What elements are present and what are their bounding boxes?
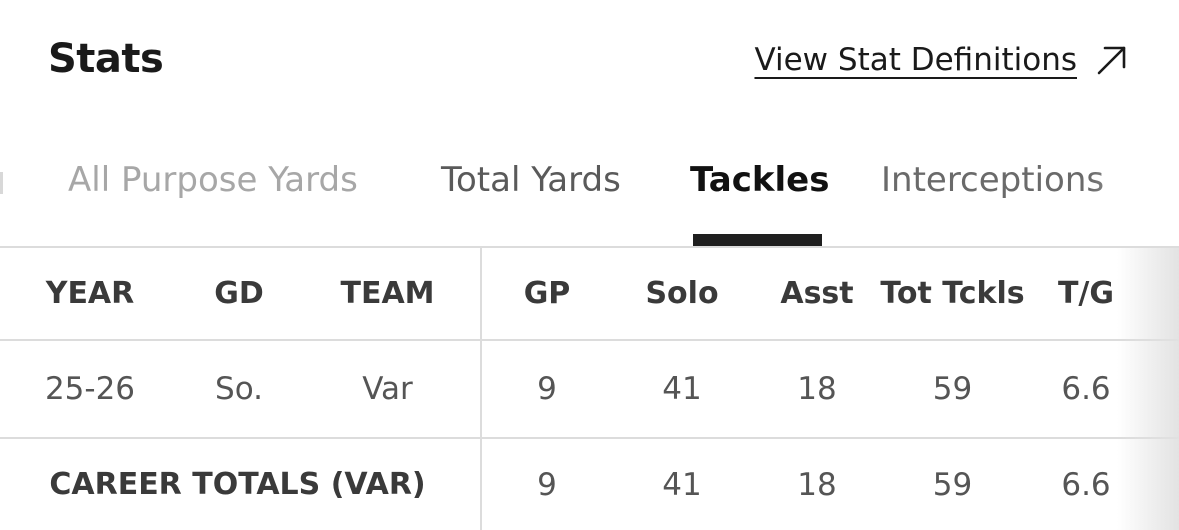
table-row: 25-26 So. Var 9 41 18 59 6.6	[0, 341, 1179, 439]
column-header-gp[interactable]: GP	[523, 276, 571, 311]
column-header-year[interactable]: YEAR	[45, 276, 135, 311]
career-gp: 9	[537, 466, 557, 503]
cell-team: Var	[362, 371, 413, 407]
cell-gp: 9	[537, 371, 557, 407]
career-totals-row: CAREER TOTALS (VAR) 9 41 18 59 6.6	[0, 439, 1179, 530]
career-totals-label: CAREER TOTALS (VAR)	[49, 467, 426, 502]
view-stat-definitions-label: View Stat Definitions	[754, 42, 1077, 78]
view-stat-definitions-link[interactable]: View Stat Definitions	[754, 42, 1129, 78]
stat-category-tabs: All Purpose Yards Total Yards Tackles In…	[0, 140, 1179, 248]
cell-asst: 18	[797, 371, 837, 407]
cell-gd: So.	[215, 371, 263, 407]
tab-interceptions[interactable]: Interceptions	[881, 160, 1105, 200]
tab-scroll-edge	[0, 172, 3, 194]
tab-all-purpose-yards[interactable]: All Purpose Yards	[68, 160, 358, 200]
tab-total-yards[interactable]: Total Yards	[441, 160, 621, 200]
table-header-row: YEAR GD TEAM GP Solo Asst Tot Tckls T/G	[0, 248, 1179, 341]
cell-solo: 41	[662, 371, 702, 407]
arrow-up-right-icon	[1095, 43, 1129, 77]
cell-tg: 6.6	[1061, 371, 1111, 407]
active-tab-indicator	[693, 234, 822, 246]
column-header-tot-tckls[interactable]: Tot Tckls	[880, 276, 1025, 311]
column-header-asst[interactable]: Asst	[780, 276, 854, 311]
cell-tot-tckls: 59	[932, 371, 973, 407]
career-solo: 41	[662, 466, 702, 503]
page-title: Stats	[48, 36, 164, 82]
column-header-tg[interactable]: T/G	[1057, 276, 1115, 311]
tackles-stats-table: YEAR GD TEAM GP Solo Asst Tot Tckls T/G …	[0, 248, 1179, 530]
column-header-solo[interactable]: Solo	[645, 276, 719, 311]
career-tg: 6.6	[1061, 466, 1111, 503]
career-tot-tckls: 59	[932, 466, 973, 503]
frozen-column-divider	[480, 248, 482, 530]
tab-tackles[interactable]: Tackles	[690, 160, 830, 200]
column-header-team[interactable]: TEAM	[340, 276, 435, 311]
column-header-gd[interactable]: GD	[214, 276, 264, 311]
stats-header: Stats View Stat Definitions	[0, 0, 1179, 120]
career-asst: 18	[797, 466, 837, 503]
cell-year: 25-26	[44, 371, 136, 407]
